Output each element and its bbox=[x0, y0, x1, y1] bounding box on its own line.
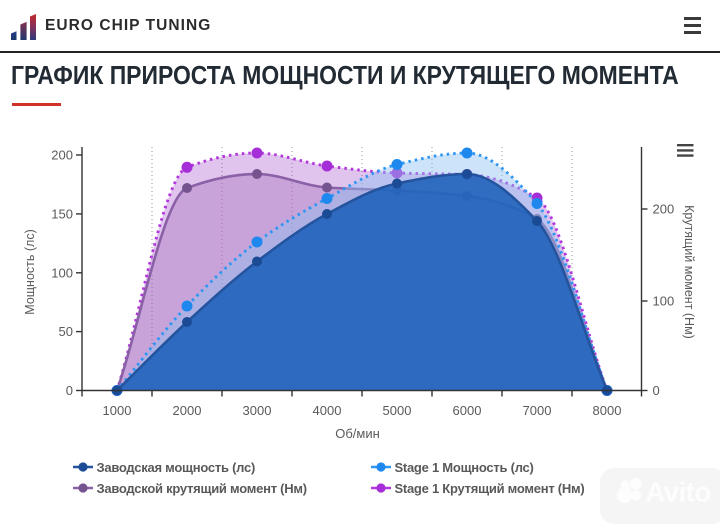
svg-text:Об/мин: Об/мин bbox=[335, 426, 380, 441]
svg-text:100: 100 bbox=[51, 265, 73, 280]
svg-text:1000: 1000 bbox=[103, 403, 132, 418]
svg-text:100: 100 bbox=[653, 294, 675, 309]
svg-text:3000: 3000 bbox=[243, 403, 272, 418]
svg-text:4000: 4000 bbox=[313, 403, 342, 418]
svg-text:200: 200 bbox=[51, 148, 73, 163]
svg-text:7000: 7000 bbox=[523, 403, 552, 418]
svg-text:8000: 8000 bbox=[593, 403, 622, 418]
svg-text:5000: 5000 bbox=[383, 403, 412, 418]
svg-text:50: 50 bbox=[59, 324, 73, 339]
svg-text:Avito: Avito bbox=[646, 477, 711, 508]
svg-text:0: 0 bbox=[66, 383, 73, 398]
svg-text:0: 0 bbox=[653, 383, 660, 398]
svg-text:6000: 6000 bbox=[453, 403, 482, 418]
svg-text:150: 150 bbox=[51, 206, 73, 221]
svg-text:Крутящий момент (Нм): Крутящий момент (Нм) bbox=[682, 205, 696, 339]
svg-text:Мощность (лс): Мощность (лс) bbox=[23, 229, 37, 314]
svg-text:200: 200 bbox=[653, 202, 675, 217]
svg-text:2000: 2000 bbox=[173, 403, 202, 418]
